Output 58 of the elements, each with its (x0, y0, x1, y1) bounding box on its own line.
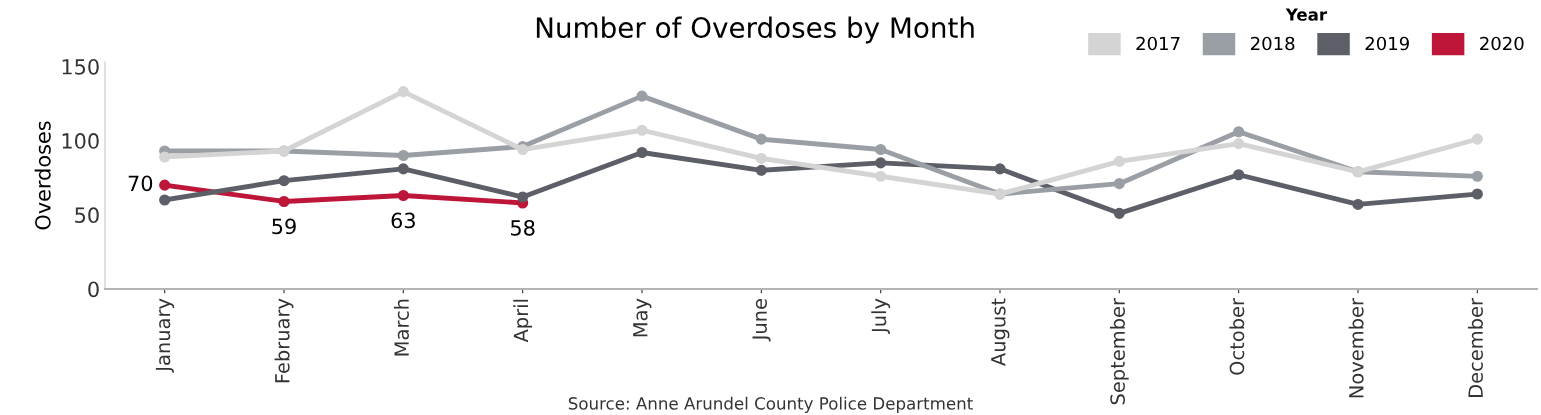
x-tick-label: June (752, 299, 771, 342)
point (875, 143, 887, 156)
point (397, 86, 409, 98)
point (159, 179, 171, 191)
x-tick-label: November (1348, 298, 1364, 398)
point (278, 175, 290, 187)
y-tick-label: 150 (62, 58, 99, 75)
point (636, 146, 648, 159)
legend-label: 2017 (1136, 36, 1180, 51)
point (636, 90, 648, 102)
x-tick-label: March (393, 299, 409, 356)
point (755, 133, 767, 145)
legend-label: 2019 (1365, 36, 1409, 51)
point (1471, 188, 1483, 200)
point (159, 151, 171, 163)
x-tick-label: February (274, 298, 294, 383)
y-tick-label: 0 (88, 281, 99, 298)
y-tick-label: 50 (75, 207, 99, 224)
point (1113, 155, 1125, 167)
legend-label: 2018 (1251, 36, 1295, 51)
legend-label: 2020 (1480, 36, 1524, 51)
x-tick-label: September (1109, 298, 1129, 405)
point (636, 124, 648, 136)
point (875, 157, 887, 169)
point (1352, 198, 1364, 210)
point (1113, 178, 1125, 190)
source-note: Source: Anne Arundel County Police Department (568, 396, 973, 413)
x-tick-label: August (991, 298, 1010, 366)
point (1471, 133, 1483, 145)
y-tick-label: 100 (62, 133, 99, 149)
point (1471, 170, 1483, 182)
x-tick-label: July (871, 298, 891, 334)
point (1113, 207, 1125, 219)
point (159, 194, 171, 206)
y-axis-title: Overdoses (34, 121, 51, 230)
data-label: 59 (272, 218, 296, 235)
data-label: 63 (391, 212, 415, 229)
chart-title: Number of Overdoses by Month (536, 16, 974, 44)
point (994, 163, 1006, 175)
x-tick-label: January (155, 298, 175, 373)
point (278, 195, 290, 208)
point (1233, 169, 1245, 181)
point (397, 149, 409, 162)
point (755, 152, 767, 164)
x-tick-label: December (1467, 298, 1483, 397)
data-label: 70 (128, 175, 153, 192)
data-label: 58 (511, 219, 535, 236)
x-tick-label: May (633, 298, 652, 337)
x-tick-label: April (513, 299, 533, 343)
legend-title: Year (1285, 8, 1328, 21)
point (397, 189, 409, 202)
x-tick-label: October (1229, 298, 1245, 375)
point (755, 164, 767, 176)
point (875, 170, 887, 182)
point (1233, 126, 1245, 138)
point (517, 191, 529, 203)
point (397, 163, 409, 175)
point (1233, 138, 1245, 150)
